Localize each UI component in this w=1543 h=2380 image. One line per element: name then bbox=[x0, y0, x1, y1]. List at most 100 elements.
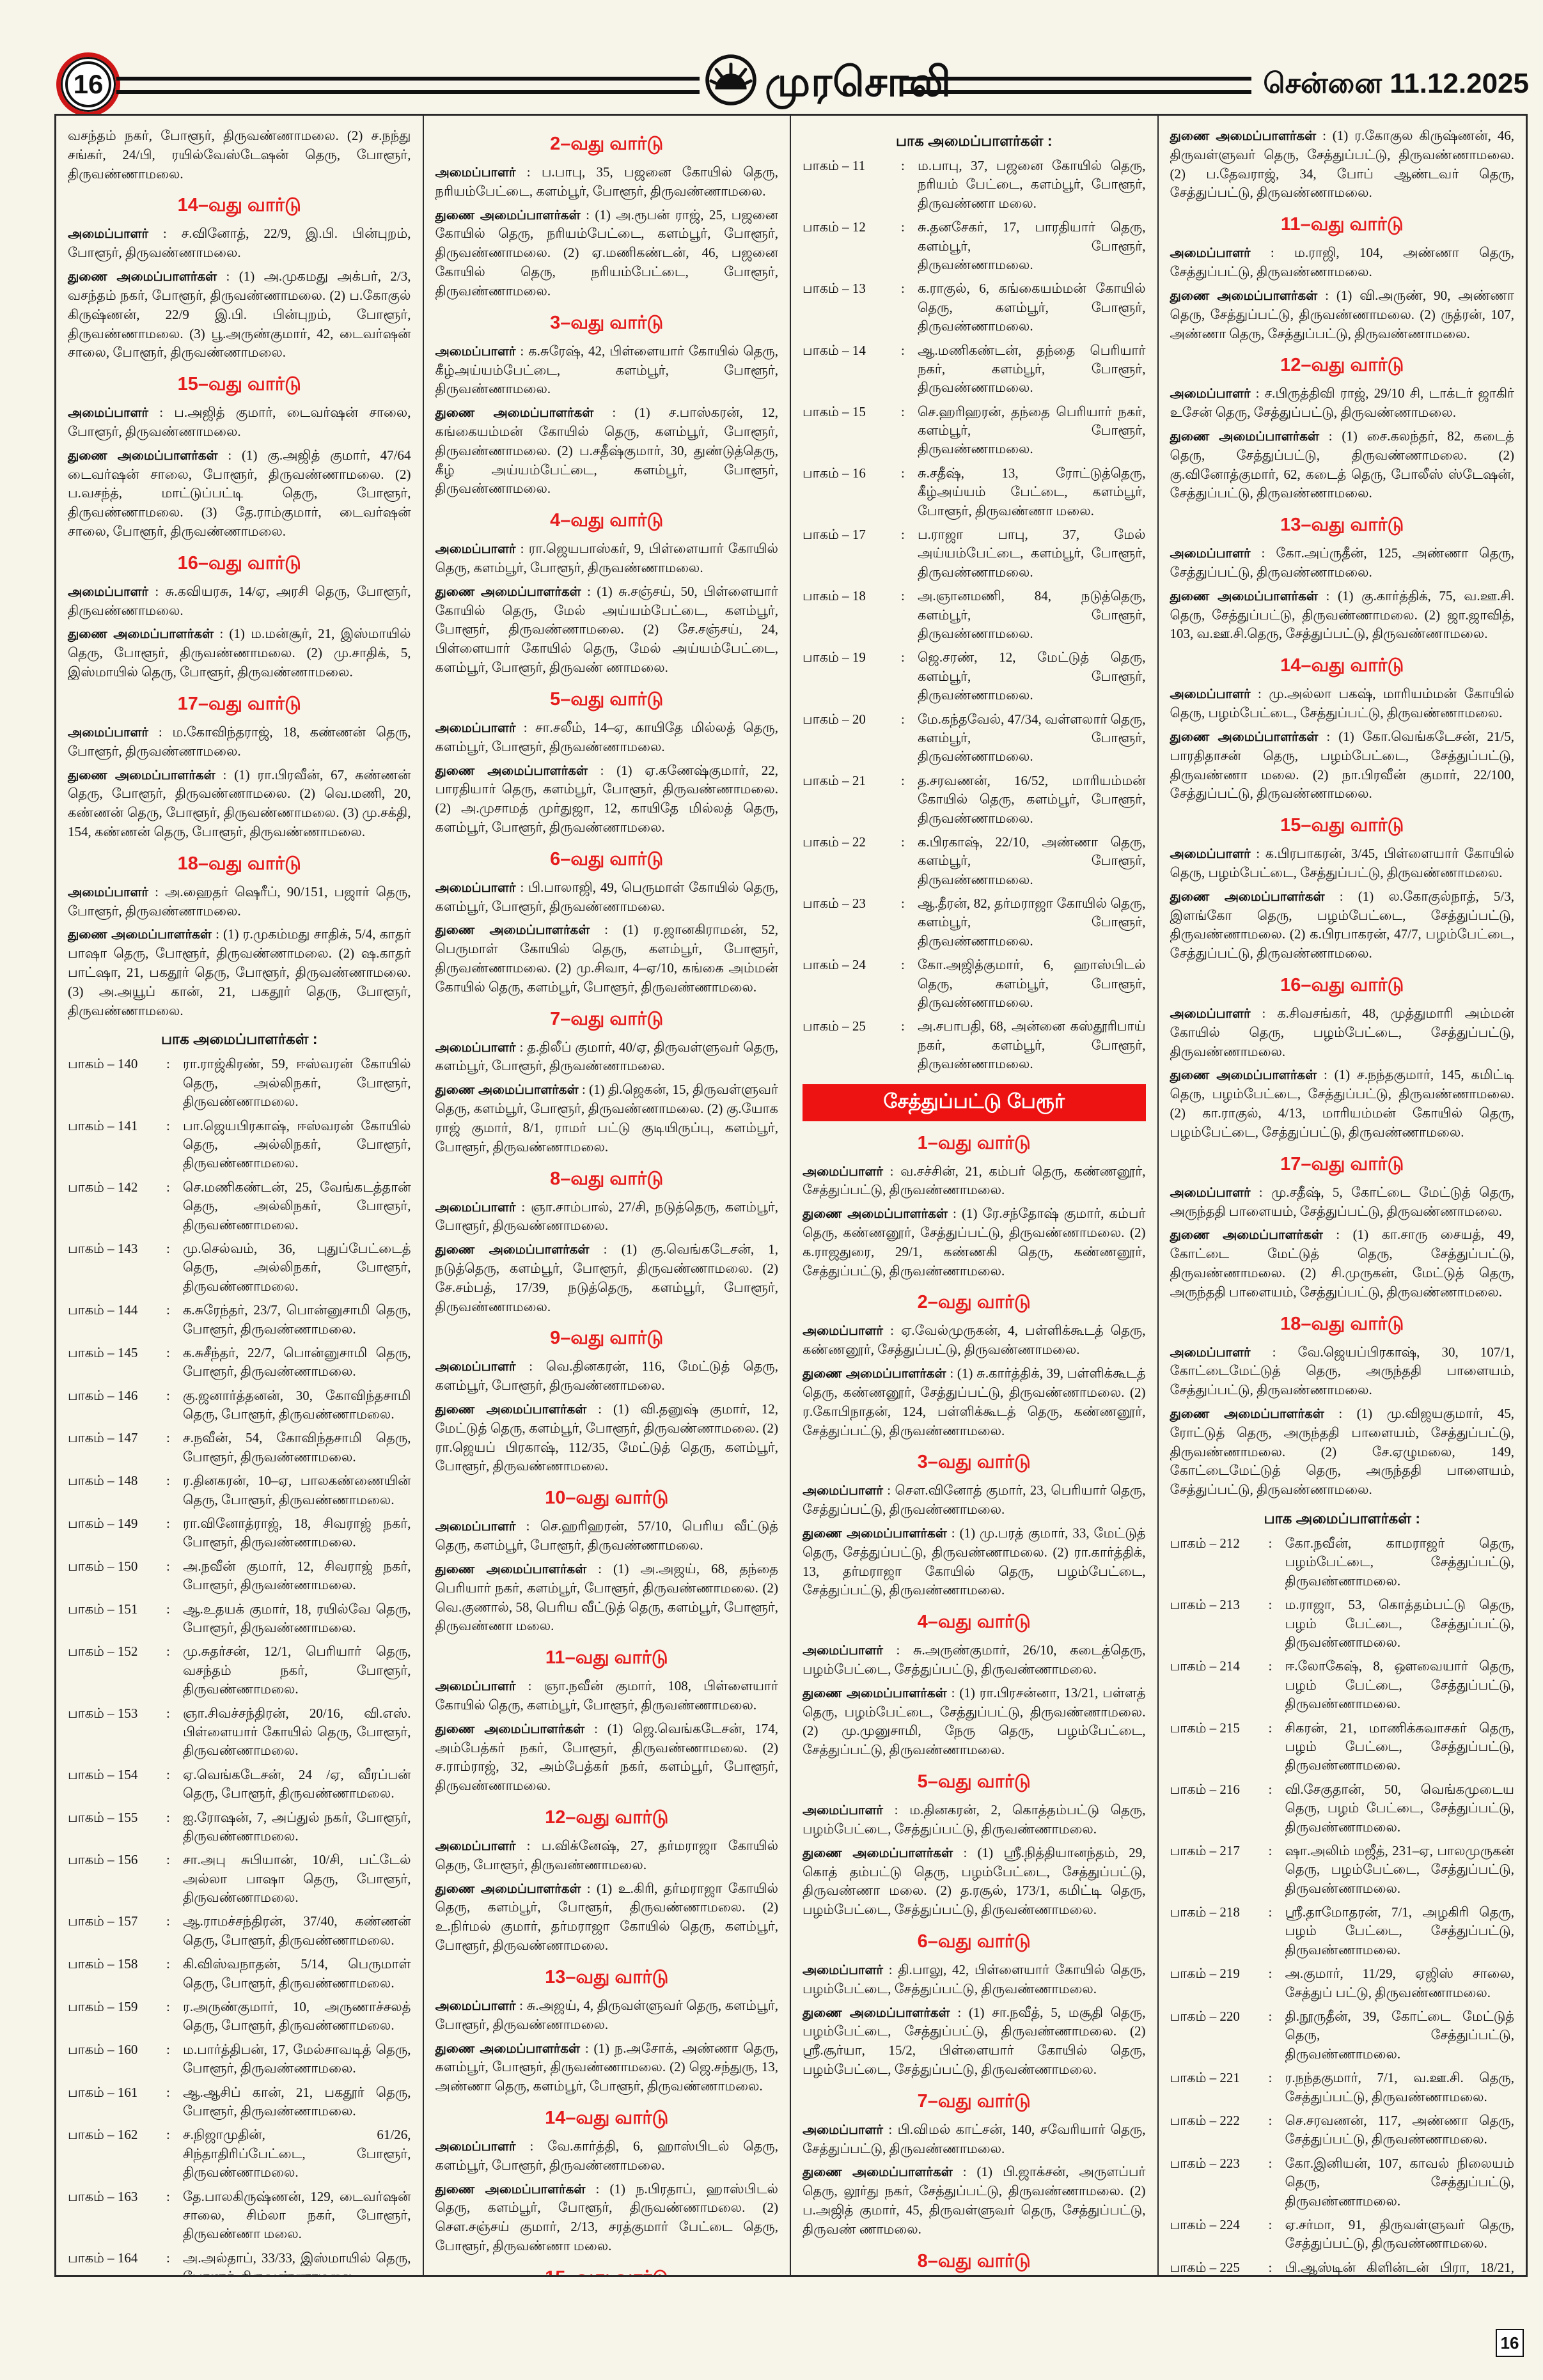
pagam-label: பாகம் – 152 bbox=[68, 1644, 138, 1660]
organizer-entry: துணை அமைப்பாளர்கள் : (1) சு.சஞ்சய், 50, … bbox=[435, 583, 779, 676]
pagam-colon: : bbox=[166, 1516, 170, 1532]
ward-heading: 17–வது வார்டு bbox=[177, 693, 301, 714]
pagam-text: ம.பாபு, 37, பஜனை கோயில் தெரு, நரியம் பேட… bbox=[918, 158, 1146, 211]
pagam-row: பாகம் – 16: சு.சதீஷ், 13, ரோட்டுத்தெரு, க… bbox=[803, 464, 1146, 520]
continuation-paragraph: வசந்தம் நகர், போளூர், திருவண்ணாமலை. (2) … bbox=[68, 128, 411, 182]
pagam-colon: : bbox=[166, 1558, 170, 1574]
pagam-colon: : bbox=[1268, 2155, 1273, 2171]
entry-label: துணை அமைப்பாளர்கள் bbox=[1170, 729, 1319, 744]
pagam-text: ர.நந்தகுமார், 7/1, வ.ஊ.சி. தெரு, சேத்துப… bbox=[1285, 2070, 1515, 2104]
pagam-colon: : bbox=[901, 281, 905, 297]
pagam-row: பாகம் – 155: ஐ.ரோஷன், 7, அப்துல் நகர், போ… bbox=[68, 1808, 411, 1846]
ward-heading: 18–வது வார்டு bbox=[177, 853, 301, 874]
pagam-colon: : bbox=[901, 219, 905, 235]
pagam-label: பாகம் – 17 bbox=[803, 527, 866, 543]
entry-label: துணை அமைப்பாளர்கள் bbox=[803, 1367, 946, 1381]
ward-heading: 17–வது வார்டு bbox=[1280, 1153, 1404, 1174]
organizer-entry: அமைப்பாளர் : சு.அஜய், 4, திருவள்ளுவர் தெ… bbox=[435, 1997, 779, 2032]
organizer-entry: துணை அமைப்பாளர்கள் : (1) கு.கார்த்திக், … bbox=[1170, 587, 1515, 642]
ward-heading: 2–வது வார்டு bbox=[917, 1292, 1031, 1313]
pagam-colon: : bbox=[166, 1117, 170, 1133]
organizer-entry: துணை அமைப்பாளர்கள் : (1) பி.ஜாக்சன், அரு… bbox=[803, 2164, 1146, 2237]
pagam-row: பாகம் – 220: தி.நூருதீன், 39, கோட்டை மேட்… bbox=[1170, 2007, 1515, 2064]
pagam-text: அ.குமார், 11/29, ஏஜிஸ் சாலை, சேத்துப் பட… bbox=[1285, 1966, 1515, 2000]
organizer-entry: துணை அமைப்பாளர்கள் : (1) ஏ.கணேஷ்குமார், … bbox=[435, 762, 779, 835]
entry-label: துணை அமைப்பாளர்கள் bbox=[1170, 589, 1318, 603]
pagam-label: பாகம் – 151 bbox=[68, 1601, 138, 1617]
pagam-row: பாகம் – 13: க.ராகுல், 6, கங்கையம்மன் கோயி… bbox=[803, 279, 1146, 336]
pagam-row: பாகம் – 12: சு.தனசேகர், 17, பாரதியார் தெர… bbox=[803, 218, 1146, 274]
pagam-label: பாகம் – 149 bbox=[68, 1516, 138, 1532]
organizer-entry: அமைப்பாளர் : ச.வினோத், 22/9, இ.பி. பின்ப… bbox=[68, 226, 411, 261]
pagam-text: ரா.ராஜ்கிரண், 59, ஈஸ்வரன் கோயில் தெரு, அ… bbox=[183, 1056, 411, 1110]
pagam-row: பாகம் – 216: வி.சேகுதான், 50, வெங்கமுடைய … bbox=[1170, 1780, 1515, 1837]
entry-label: துணை அமைப்பாளர்கள் bbox=[435, 1881, 581, 1896]
pagam-row: பாகம் – 23: ஆ.தீரன், 82, தர்மராஜா கோயில் … bbox=[803, 894, 1146, 951]
organizer-entry: அமைப்பாளர் : தி.பாலு, 42, பிள்ளையார் கோய… bbox=[803, 1961, 1146, 1996]
pagam-colon: : bbox=[901, 465, 905, 481]
ward-heading: 12–வது வார்டு bbox=[545, 1807, 669, 1828]
entry-label: துணை அமைப்பாளர்கள் bbox=[435, 1562, 587, 1576]
pagam-row: பாகம் – 146: கு.ஜனார்த்தனன், 30, கோவிந்தச… bbox=[68, 1387, 411, 1424]
entry-label: அமைப்பாளர் bbox=[803, 1484, 883, 1498]
pagam-text: ர.அருண்குமார், 10, அருணாச்சலத் தெரு, போள… bbox=[183, 1999, 411, 2034]
pagam-row: பாகம் – 19: ஜெ.சரண், 12, மேட்டுத் தெரு, க… bbox=[803, 648, 1146, 704]
organizer-entry: அமைப்பாளர் : செ.ஹரிஹரன், 57/10, பெரிய வீ… bbox=[435, 1518, 779, 1553]
pagam-colon: : bbox=[1268, 2009, 1273, 2025]
pagam-text: சா.அபு சுபியான், 10/சி, பட்டேல் அல்லா பா… bbox=[183, 1852, 411, 1906]
ward-heading: 10–வது வார்டு bbox=[545, 1488, 669, 1509]
pagam-colon: : bbox=[166, 1430, 170, 1446]
subsection-heading: பாக அமைப்பாளர்கள் : bbox=[1264, 1510, 1421, 1527]
pagam-row: பாகம் – 212: கோ.நவீன், காமராஜர் தெரு, பழம… bbox=[1170, 1534, 1515, 1591]
column-1: வசந்தம் நகர், போளூர், திருவண்ணாமலை. (2) … bbox=[56, 116, 424, 2275]
entry-label: அமைப்பாளர் bbox=[435, 2139, 516, 2154]
pagam-colon: : bbox=[166, 1056, 170, 1072]
pagam-row: பாகம் – 164: அ.அல்தாப், 33/33, இஸ்மாயில் … bbox=[68, 2249, 411, 2275]
organizer-entry: அமைப்பாளர் : கோ.அப்ருதீன், 125, அண்ணா தெ… bbox=[1170, 545, 1515, 580]
pagam-text: ஞா.சிவச்சந்திரன், 20/16, வி.எஸ். பிள்ளைய… bbox=[183, 1705, 411, 1759]
pagam-row: பாகம் – 15: செ.ஹரிஹரன், தந்தை பெரியார் நக… bbox=[803, 403, 1146, 459]
pagam-text: ம.பார்த்திபன், 17, மேல்சாவடித் தெரு, போள… bbox=[183, 2041, 411, 2076]
pagam-label: பாகம் – 216 bbox=[1170, 1781, 1240, 1797]
organizer-entry: அமைப்பாளர் : ஏ.வேல்முருகன், 4, பள்ளிக்கூ… bbox=[803, 1323, 1146, 1358]
entry-label: அமைப்பாளர் bbox=[435, 1998, 516, 2013]
pagam-colon: : bbox=[1268, 1966, 1273, 1982]
pagam-text: அ.அல்தாப், 33/33, இஸ்மாயில் தெரு, போளூர்… bbox=[183, 2250, 411, 2275]
pagam-colon: : bbox=[1268, 2113, 1273, 2128]
organizer-entry: துணை அமைப்பாளர்கள் : (1) ல.கோகுல்நாத், 5… bbox=[1170, 888, 1515, 961]
organizer-entry: அமைப்பாளர் : ச.பிருத்திவி ராஜ், 29/10 சி… bbox=[1170, 385, 1515, 421]
pagam-row: பாகம் – 147: ச.நவீன், 54, கோவிந்தசாமி தெர… bbox=[68, 1429, 411, 1466]
pagam-label: பாகம் – 16 bbox=[803, 465, 866, 481]
ward-heading: 14–வது வார்டு bbox=[545, 2107, 669, 2128]
organizer-entry: துணை அமைப்பாளர்கள் : (1) ஜெ.வெங்கடேசன், … bbox=[435, 1720, 779, 1794]
organizer-entry: அமைப்பாளர் : ம.ராஜி, 104, அண்ணா தெரு, சே… bbox=[1170, 245, 1515, 280]
ward-heading: 13–வது வார்டு bbox=[1280, 515, 1404, 536]
organizer-entry: துணை அமைப்பாளர்கள் : (1) தி.ஜெகன், 15, த… bbox=[435, 1082, 779, 1155]
entry-label: துணை அமைப்பாளர்கள் bbox=[68, 270, 217, 284]
pagam-row: பாகம் – 20: மே.கந்தவேல், 47/34, வள்ளலார் … bbox=[803, 710, 1146, 766]
pagam-row: பாகம் – 148: ர.தினகரன், 10–ஏ, பாலகண்ணையின… bbox=[68, 1472, 411, 1509]
pagam-label: பாகம் – 215 bbox=[1170, 1720, 1240, 1736]
pagam-label: பாகம் – 212 bbox=[1170, 1536, 1240, 1552]
pagam-colon: : bbox=[166, 1644, 170, 1660]
pagam-text: அ.சபாபதி, 68, அன்னை கஸ்தூரிபாய் நகர், கள… bbox=[918, 1018, 1146, 1072]
pagam-colon: : bbox=[166, 2084, 170, 2100]
pagam-label: பாகம் – 19 bbox=[803, 649, 866, 665]
pagam-row: பாகம் – 149: ரா.வினோத்ராஜ், 18, சிவராஜ் ந… bbox=[68, 1514, 411, 1552]
pagam-text: ம.ராஜா, 53, கொத்தம்பட்டு தெரு, பழம் பேட்… bbox=[1285, 1597, 1515, 1651]
organizer-entry: துணை அமைப்பாளர்கள் : (1) அ.முகமது அக்பர்… bbox=[68, 268, 411, 361]
pagam-row: பாகம் – 157: ஆ.ராமச்சந்திரன், 37/40, கண்ண… bbox=[68, 1912, 411, 1950]
pagam-label: பாகம் – 222 bbox=[1170, 2113, 1240, 2128]
organizer-entry: துணை அமைப்பாளர்கள் : (1) கோ.வெங்கடேசன், … bbox=[1170, 728, 1515, 802]
entry-label: துணை அமைப்பாளர்கள் bbox=[435, 2041, 581, 2056]
entry-label: அமைப்பாளர் bbox=[435, 880, 516, 895]
organizer-entry: அமைப்பாளர் : த.திலீப் குமார், 40/ஏ, திரு… bbox=[435, 1039, 779, 1074]
page-number-badge: 16 bbox=[56, 52, 120, 116]
organizer-entry: துணை அமைப்பாளர்கள் : (1) அ.அஜய், 68, தந்… bbox=[435, 1560, 779, 1634]
entry-label: அமைப்பாளர் bbox=[1170, 387, 1251, 401]
ward-heading: 14–வது வார்டு bbox=[1280, 655, 1404, 676]
pagam-row: பாகம் – 225: பி.ஆஸ்டின் கிளின்டன் பிரா, 1… bbox=[1170, 2259, 1515, 2275]
pagam-text: சு.தனசேகர், 17, பாரதியார் தெரு, களம்பூர்… bbox=[918, 219, 1146, 272]
pagam-row: பாகம் – 160: ம.பார்த்திபன், 17, மேல்சாவடி… bbox=[68, 2041, 411, 2078]
